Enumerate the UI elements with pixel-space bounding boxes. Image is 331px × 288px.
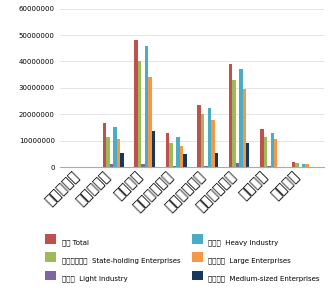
Bar	[180, 147, 183, 167]
Bar	[197, 105, 201, 167]
Bar	[134, 40, 138, 167]
Bar	[169, 143, 173, 167]
Bar	[208, 108, 211, 167]
Bar	[246, 143, 250, 167]
Bar	[214, 153, 218, 167]
Bar	[201, 114, 204, 167]
Bar	[292, 162, 295, 167]
Bar	[232, 80, 236, 167]
Bar	[110, 164, 114, 167]
Bar	[306, 164, 309, 167]
Bar	[166, 133, 169, 167]
Bar	[239, 69, 243, 167]
Bar	[267, 166, 270, 167]
Bar	[263, 137, 267, 167]
Bar	[183, 154, 187, 167]
Bar	[148, 77, 152, 167]
Bar	[120, 153, 124, 167]
Legend: 总计 Total, 国有控股企业  State-holding Enterprises, 轻工业  Light Industry, 重工业  Heavy Ind: 总计 Total, 国有控股企业 State-holding Enterpris…	[45, 234, 320, 282]
Bar	[260, 129, 263, 167]
Bar	[117, 139, 120, 167]
Bar	[229, 64, 232, 167]
Bar	[145, 46, 148, 167]
Bar	[141, 164, 145, 167]
Bar	[270, 133, 274, 167]
Bar	[107, 137, 110, 167]
Bar	[295, 163, 299, 167]
Bar	[103, 124, 107, 167]
Bar	[138, 61, 141, 167]
Bar	[114, 127, 117, 167]
Bar	[302, 164, 306, 167]
Bar	[204, 166, 208, 167]
Bar	[243, 89, 246, 167]
Bar	[176, 137, 180, 167]
Bar	[211, 120, 214, 167]
Bar	[236, 163, 239, 167]
Bar	[152, 131, 155, 167]
Bar	[274, 139, 277, 167]
Bar	[173, 166, 176, 167]
